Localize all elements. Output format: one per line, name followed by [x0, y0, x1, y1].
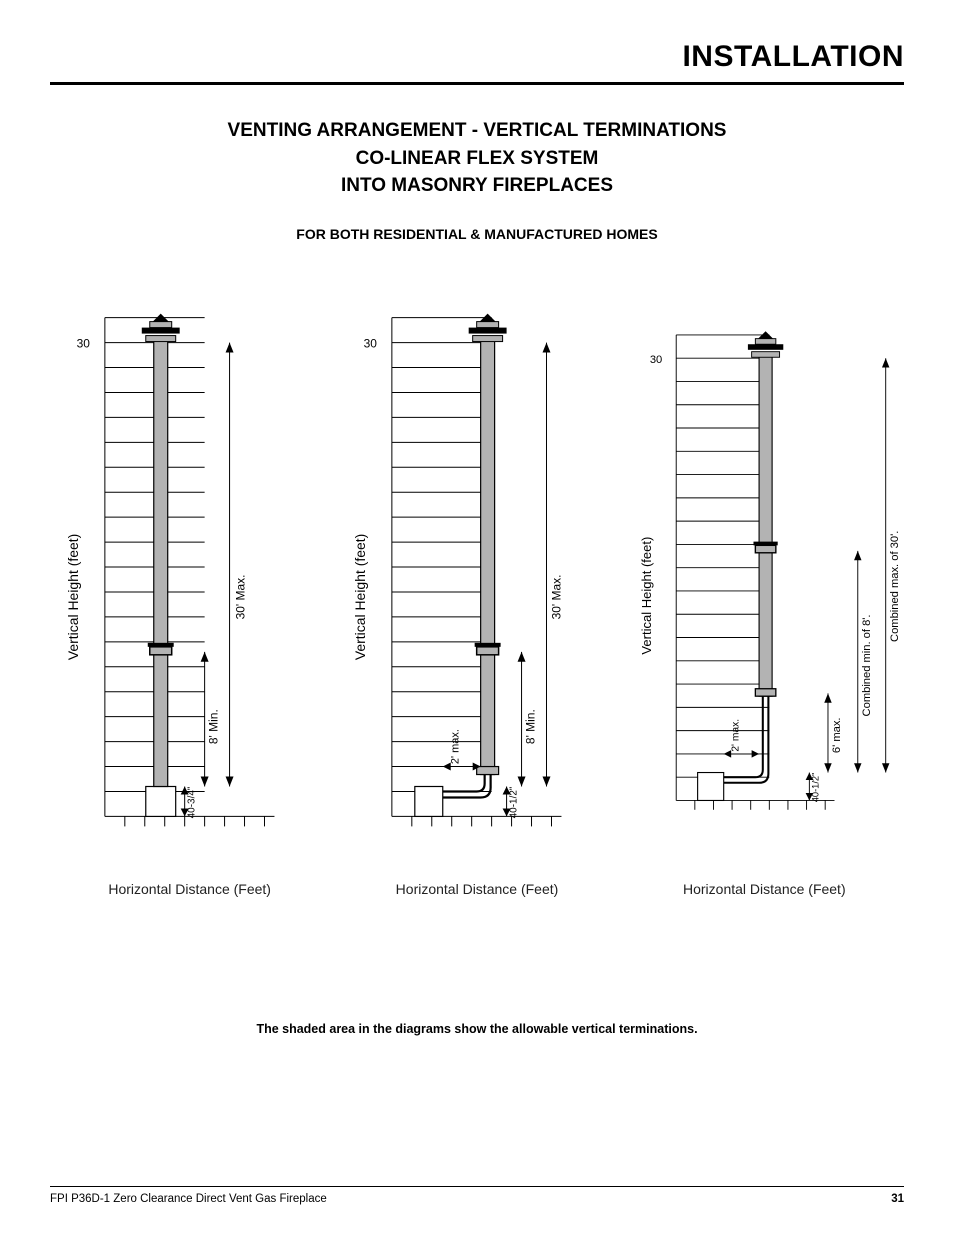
d2-base: 40-1/2" — [509, 786, 520, 818]
section-title-line2: CO-LINEAR FLEX SYSTEM — [356, 148, 599, 169]
diagram-2: 30 Vertical Height (feet) 30' Max. — [337, 282, 616, 872]
d1-min: 8' Min. — [207, 709, 221, 744]
x-axis-label-2: Horizontal Distance (Feet) — [337, 881, 616, 897]
page-header: INSTALLATION — [50, 40, 904, 74]
section-title-line1: VENTING ARRANGEMENT - VERTICAL TERMINATI… — [228, 120, 727, 141]
x-axis-label-1: Horizontal Distance (Feet) — [50, 881, 329, 897]
svg-text:30: 30 — [649, 353, 661, 365]
header-rule — [50, 82, 904, 85]
page-footer: FPI P36D-1 Zero Clearance Direct Vent Ga… — [50, 1186, 904, 1205]
diagram-3: 30 Vertical Height (feet) Combin — [625, 282, 904, 872]
diagrams-row: 30 Vertical Height (feet) 30' Max. — [50, 282, 904, 872]
d3-base: 40-1/2" — [810, 772, 820, 802]
svg-text:30: 30 — [364, 336, 378, 350]
diagram-3-svg: 30 Vertical Height (feet) Combin — [625, 282, 904, 872]
diagram-1-svg: 30 Vertical Height (feet) 30' Max. — [50, 282, 329, 872]
d3-cmin: Combined min. of 8'. — [861, 614, 873, 716]
x-axis-label-3: Horizontal Distance (Feet) — [625, 881, 904, 897]
d2-max: 30' Max. — [550, 574, 564, 619]
footer-product: FPI P36D-1 Zero Clearance Direct Vent Ga… — [50, 1193, 327, 1205]
footer-rule — [50, 1186, 904, 1187]
section-subtitle: FOR BOTH RESIDENTIAL & MANUFACTURED HOME… — [50, 226, 904, 242]
section-title: VENTING ARRANGEMENT - VERTICAL TERMINATI… — [50, 117, 904, 200]
d2-min: 8' Min. — [524, 709, 538, 744]
diagram-caption: The shaded area in the diagrams show the… — [50, 1022, 904, 1036]
svg-text:Vertical Height (feet): Vertical Height (feet) — [639, 536, 654, 654]
d3-vmax: 6' max. — [831, 717, 843, 753]
d1-max: 30' Max. — [234, 574, 248, 619]
y-axis-label: Vertical Height (feet) — [65, 533, 81, 659]
d2-hmax: 2' max. — [450, 729, 462, 764]
diagram-1: 30 Vertical Height (feet) 30' Max. — [50, 282, 329, 872]
d3-cmax: Combined max. of 30'. — [888, 530, 900, 641]
diagram-2-svg: 30 Vertical Height (feet) 30' Max. — [337, 282, 616, 872]
svg-text:Vertical Height (feet): Vertical Height (feet) — [352, 533, 368, 659]
d1-base: 40-3/4" — [187, 786, 198, 818]
footer-page-number: 31 — [891, 1193, 904, 1205]
d3-hmax: 2' max. — [730, 719, 741, 752]
y-tick-30: 30 — [77, 336, 91, 350]
section-title-line3: INTO MASONRY FIREPLACES — [341, 175, 613, 196]
